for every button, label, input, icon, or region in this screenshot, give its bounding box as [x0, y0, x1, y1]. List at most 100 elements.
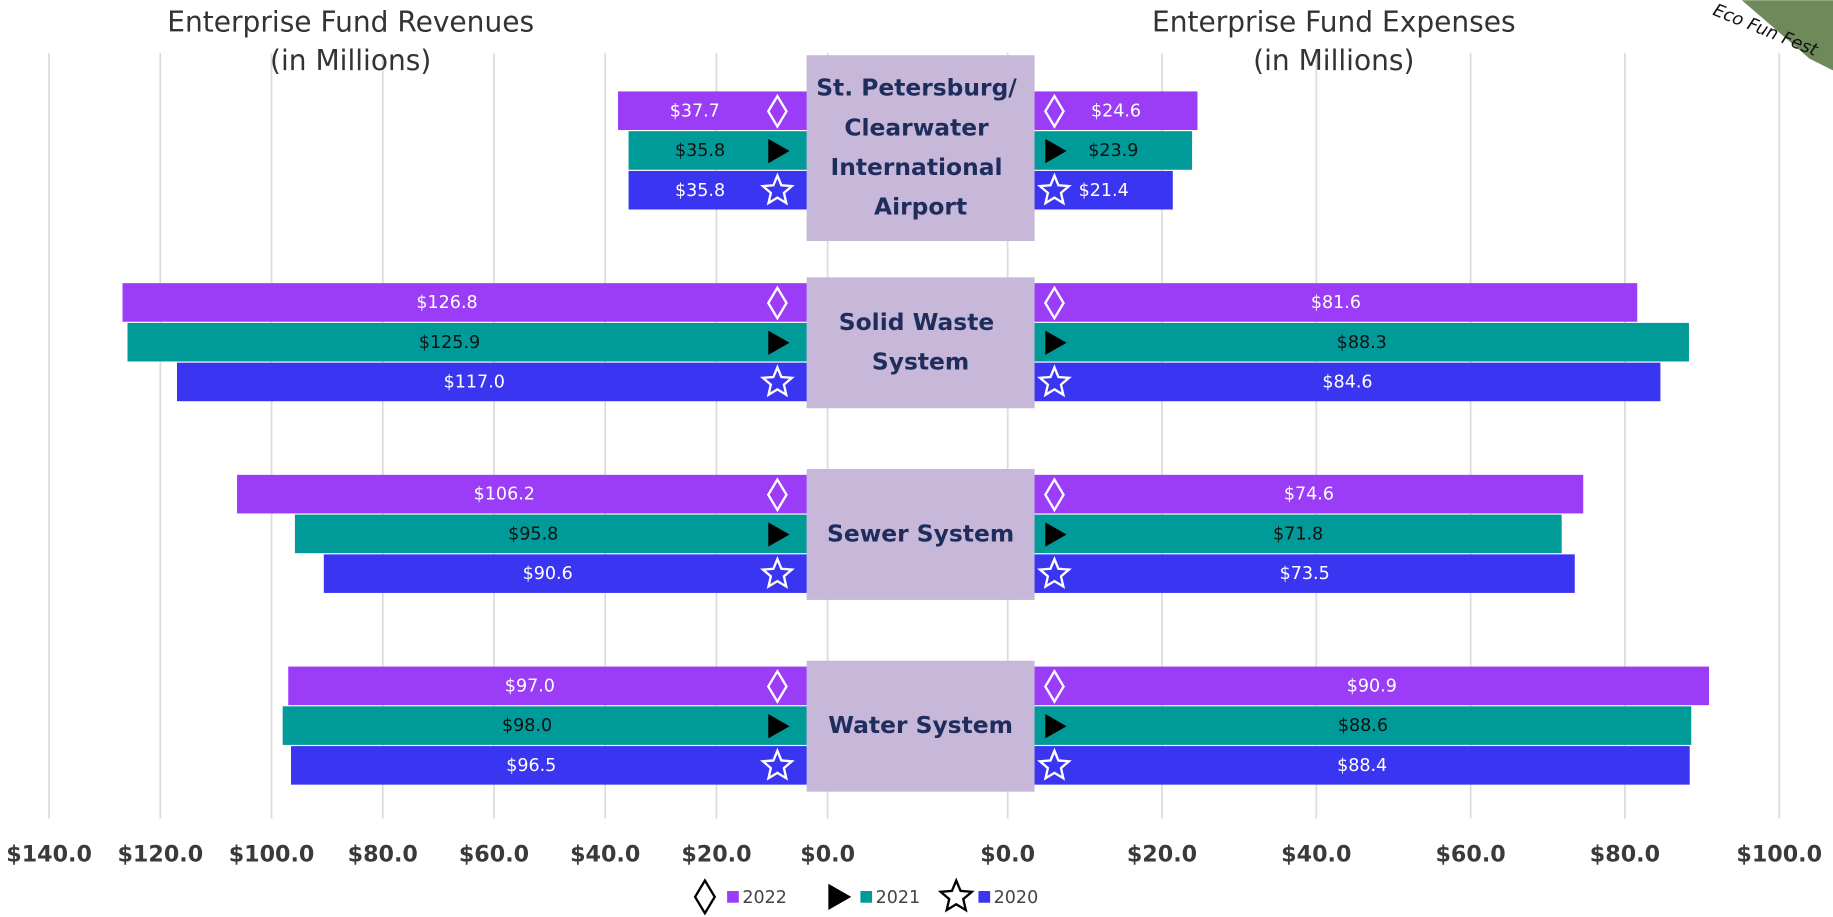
category-label: St. Petersburg/ Clearwater International… — [816, 73, 1025, 220]
legend-label: 2020 — [994, 888, 1039, 908]
x-tick-label: $20.0 — [681, 841, 751, 867]
bar-marker — [1045, 522, 1067, 547]
legend-marker — [693, 878, 717, 916]
bar-marker — [1045, 330, 1067, 355]
value-label: $84.6 — [1322, 373, 1372, 393]
category-box — [806, 277, 1035, 409]
x-tick-label: $40.0 — [1281, 841, 1351, 867]
value-label: $117.0 — [444, 373, 505, 393]
value-label: $73.5 — [1280, 564, 1330, 584]
bar — [1007, 322, 1689, 362]
value-label: $24.6 — [1091, 101, 1141, 121]
bar — [122, 283, 828, 322]
x-tick-label: $20.0 — [1127, 841, 1197, 867]
value-label: $96.5 — [506, 756, 556, 776]
category-box — [806, 55, 1035, 242]
x-tick-label: $40.0 — [570, 841, 640, 867]
bar — [1007, 706, 1692, 745]
bar — [177, 362, 828, 402]
value-label: $88.3 — [1337, 333, 1387, 353]
bar — [1007, 170, 1173, 210]
value-label: $126.8 — [416, 293, 477, 313]
category-label: Solid Waste System — [839, 307, 1003, 375]
bar — [288, 666, 828, 706]
bar-marker — [768, 714, 790, 739]
bar — [323, 554, 828, 593]
category-label: Water System — [828, 711, 1013, 739]
bar — [1007, 746, 1690, 785]
legend-marker — [937, 877, 975, 913]
x-tick-label: $120.0 — [117, 841, 203, 867]
x-tick-label: $0.0 — [980, 841, 1035, 867]
badge-image — [1741, 0, 1833, 71]
bar-marker — [766, 93, 788, 129]
bar-marker — [759, 747, 795, 781]
category-label: Sewer System — [827, 519, 1014, 547]
x-tick-label: $80.0 — [348, 841, 418, 867]
bar — [1007, 554, 1575, 593]
legend-swatch — [860, 891, 873, 903]
bar — [1007, 362, 1661, 402]
chart-subtitle: (in Millions) — [270, 44, 431, 77]
x-tick-label: $60.0 — [459, 841, 529, 867]
value-label: $21.4 — [1079, 181, 1129, 201]
bar-marker — [1037, 747, 1072, 781]
value-label: $97.0 — [505, 676, 555, 696]
bar-marker — [1037, 555, 1072, 589]
value-label: $90.9 — [1347, 676, 1397, 696]
bar — [1007, 474, 1584, 514]
legend-marker — [828, 883, 852, 910]
bar — [618, 91, 828, 131]
chart-title: Enterprise Fund Expenses — [1152, 6, 1516, 39]
x-tick-label: $0.0 — [800, 841, 855, 867]
value-label: $71.8 — [1273, 524, 1323, 544]
bar-marker — [759, 555, 795, 589]
bar — [1007, 283, 1638, 322]
value-label: $35.8 — [675, 141, 725, 161]
bar-marker — [1043, 93, 1065, 129]
bar — [1007, 131, 1193, 170]
bar-marker — [1043, 668, 1065, 704]
chart-title: Enterprise Fund Revenues — [167, 6, 534, 39]
bar — [628, 131, 828, 170]
value-label: $106.2 — [474, 485, 535, 505]
x-tick-label: $140.0 — [6, 841, 92, 867]
bar — [237, 474, 828, 514]
bar — [1007, 666, 1710, 706]
legend-swatch — [978, 891, 991, 903]
bar — [1007, 91, 1198, 131]
value-label: $35.8 — [675, 181, 725, 201]
bar-marker — [768, 522, 790, 547]
legend-label: 2022 — [742, 888, 787, 908]
value-label: $90.6 — [523, 564, 573, 584]
bar-marker — [759, 364, 795, 398]
bar-marker — [1037, 364, 1072, 398]
value-label: $88.6 — [1338, 716, 1388, 736]
legend-label: 2021 — [876, 888, 921, 908]
chart-subtitle: (in Millions) — [1253, 44, 1414, 77]
bar-marker — [1045, 138, 1067, 164]
bar — [294, 514, 828, 554]
bar — [1007, 514, 1562, 554]
bar — [291, 746, 828, 785]
value-label: $81.6 — [1311, 293, 1361, 313]
bar-marker — [768, 138, 790, 164]
bar-marker — [1037, 172, 1072, 206]
bar-marker — [1043, 285, 1065, 321]
value-label: $98.0 — [502, 716, 552, 736]
bar-marker — [766, 477, 788, 513]
bar-marker — [768, 330, 790, 355]
x-tick-label: $60.0 — [1435, 841, 1505, 867]
bar — [282, 706, 828, 745]
x-tick-label: $80.0 — [1590, 841, 1660, 867]
bar-marker — [1045, 714, 1067, 739]
bars — [122, 91, 1710, 785]
badge: Eco Fun Fest — [1710, 0, 1833, 71]
x-tick-label: $100.0 — [1736, 841, 1822, 867]
x-tick-label: $100.0 — [229, 841, 315, 867]
value-label: $74.6 — [1284, 485, 1334, 505]
legend-swatch — [727, 891, 739, 903]
bar-marker — [766, 668, 788, 704]
value-label: $23.9 — [1088, 141, 1138, 161]
